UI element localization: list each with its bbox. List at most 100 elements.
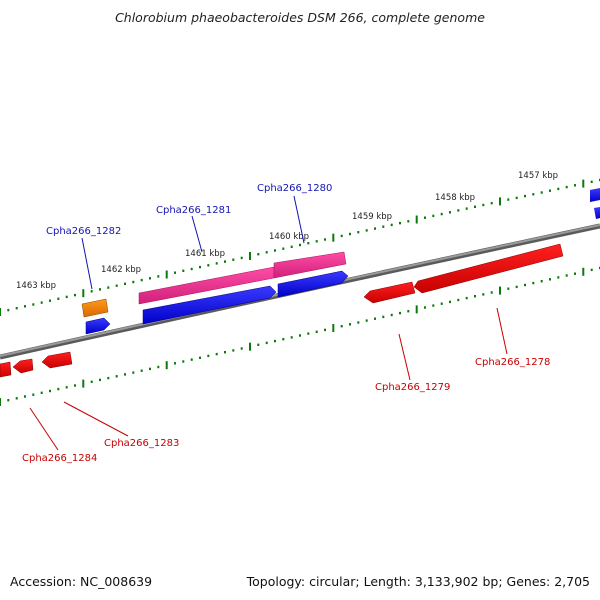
gene-blue-small[interactable] xyxy=(85,317,111,335)
gene-red-left-edge[interactable] xyxy=(0,361,12,378)
lower-scale-minor-tick xyxy=(99,378,101,382)
lower-scale-minor-tick xyxy=(349,323,351,326)
leader-lines xyxy=(29,195,508,451)
label-cpha266-1282[interactable]: Cpha266_1282 xyxy=(46,226,121,237)
lower-scale-minor-tick xyxy=(432,304,435,307)
label-cpha266-1283[interactable]: Cpha266_1283 xyxy=(104,438,179,449)
scale-label-1461: 1461 kbp xyxy=(185,249,225,259)
lower-scale-minor-tick xyxy=(374,317,376,320)
label-cpha266-1281[interactable]: Cpha266_1281 xyxy=(156,205,231,216)
upper-scale-minor-tick xyxy=(365,229,368,232)
gene-cpha266-1282[interactable] xyxy=(81,298,109,318)
lower-scale-minor-tick xyxy=(157,365,160,369)
scale-labels: 1457 kbp 1458 kbp 1459 kbp 1460 kbp 1461… xyxy=(16,171,558,291)
lower-scale-minor-tick xyxy=(482,293,485,296)
upper-scale-minor-tick xyxy=(140,278,143,282)
upper-scale-minor-tick xyxy=(524,194,526,198)
gene-blue-right-2[interactable] xyxy=(594,207,600,219)
upper-scale-minor-tick xyxy=(74,293,76,297)
lower-scale-minor-tick xyxy=(299,334,301,337)
upper-scale-minor-tick xyxy=(40,301,43,304)
lower-scale-minor-tick xyxy=(190,358,193,361)
upper-scale-minor-tick xyxy=(557,187,560,191)
label-cpha266-1278[interactable]: Cpha266_1278 xyxy=(475,357,550,368)
lower-scale-minor-tick xyxy=(7,399,10,402)
upper-scale-minor-tick xyxy=(174,271,176,274)
gene-cpha266-1284[interactable] xyxy=(12,358,34,374)
upper-scale-minor-tick xyxy=(124,282,126,285)
lower-scale-minor-tick xyxy=(515,285,518,289)
gene-cpha266-1279[interactable] xyxy=(363,281,416,304)
upper-scale-minor-tick xyxy=(474,205,476,208)
lower-scale-minor-tick xyxy=(424,306,426,309)
upper-scale-minor-tick xyxy=(315,240,318,243)
lower-scale-minor-tick xyxy=(565,274,568,277)
upper-scale-minor-tick xyxy=(574,184,576,187)
gene-cpha266-1283[interactable] xyxy=(41,351,73,369)
upper-scale-minor-tick xyxy=(290,245,293,248)
lower-scale-minor-tick xyxy=(357,321,360,324)
lower-scale-minor-tick xyxy=(32,393,35,396)
gene-blue-segment-1[interactable] xyxy=(142,285,277,325)
upper-scale-minor-tick xyxy=(274,249,276,252)
lower-scale-minor-tick xyxy=(282,338,285,341)
label-cpha266-1279[interactable]: Cpha266_1279 xyxy=(375,382,450,393)
upper-scale-minor-tick xyxy=(99,288,101,291)
lower-scale-minor-tick xyxy=(232,349,235,352)
upper-scale-minor-tick xyxy=(65,295,68,299)
map-title: Chlorobium phaeobacteroides DSM 266, com… xyxy=(115,10,485,25)
upper-scale-minor-tick xyxy=(32,303,35,306)
upper-scale-minor-tick xyxy=(107,286,110,289)
scale-label-1460: 1460 kbp xyxy=(269,232,309,242)
scale-label-1463: 1463 kbp xyxy=(16,281,56,291)
lower-scale-minor-tick xyxy=(215,352,218,356)
upper-scale-minor-tick xyxy=(115,284,118,287)
upper-scale-minor-tick xyxy=(207,264,210,267)
label-cpha266-1284[interactable]: Cpha266_1284 xyxy=(22,453,97,464)
upper-scale-minor-tick xyxy=(407,220,410,223)
upper-scale-minor-tick xyxy=(340,234,343,238)
gene-labels: Cpha266_1280 Cpha266_1281 Cpha266_1282 C… xyxy=(22,183,550,464)
scale-label-1458: 1458 kbp xyxy=(435,193,475,203)
gene-cpha266-1280[interactable] xyxy=(273,251,347,279)
gene-cpha266-1278[interactable] xyxy=(413,243,564,294)
lower-scale-minor-tick xyxy=(274,339,276,343)
label-cpha266-1280[interactable]: Cpha266_1280 xyxy=(257,183,332,194)
lower-scale-minor-tick xyxy=(74,384,76,387)
upper-scale-minor-tick xyxy=(7,308,10,312)
lower-scale-minor-tick xyxy=(24,395,26,398)
accession-text: Accession: NC_008639 xyxy=(10,574,152,589)
lower-scale-minor-tick xyxy=(107,376,110,380)
upper-scale-minor-tick xyxy=(349,232,351,236)
lower-scale-minor-tick xyxy=(532,281,535,285)
upper-scale-minor-tick xyxy=(224,260,226,263)
lower-scale-minor-tick xyxy=(549,278,551,281)
scale-label-1459: 1459 kbp xyxy=(352,212,392,222)
lower-scale-minor-tick xyxy=(115,375,118,378)
upper-scale-minor-tick xyxy=(90,290,93,293)
upper-scale-minor-tick xyxy=(132,280,135,284)
lower-scale-minor-tick xyxy=(174,362,176,365)
upper-scale-minor-tick xyxy=(57,297,60,300)
lower-scale-minor-tick xyxy=(240,347,243,350)
upper-scale-minor-tick xyxy=(449,211,451,214)
lower-scale-minor-tick xyxy=(49,389,51,393)
upper-scale-minor-tick xyxy=(382,225,385,228)
upper-scale-minor-tick xyxy=(199,265,201,269)
lower-scale-minor-tick xyxy=(315,330,318,333)
gene-blue-segment-2[interactable] xyxy=(277,270,349,298)
lower-scale-minor-tick xyxy=(574,272,576,275)
upper-scale-track xyxy=(0,178,600,316)
upper-scale-minor-tick xyxy=(282,247,285,250)
lower-scale-minor-tick xyxy=(390,313,393,317)
lower-scale-minor-tick xyxy=(524,283,526,287)
upper-scale-minor-tick xyxy=(182,269,185,272)
gene-blue-right-1[interactable] xyxy=(590,188,600,202)
lower-scale-minor-tick xyxy=(465,296,468,300)
upper-scale-minor-tick xyxy=(49,299,51,302)
scale-label-1457: 1457 kbp xyxy=(518,171,558,181)
lower-scale-minor-tick xyxy=(132,371,135,374)
lower-scale-minor-tick xyxy=(474,295,476,298)
lower-scale-minor-tick xyxy=(382,315,385,319)
lower-scale-minor-tick xyxy=(224,351,226,354)
